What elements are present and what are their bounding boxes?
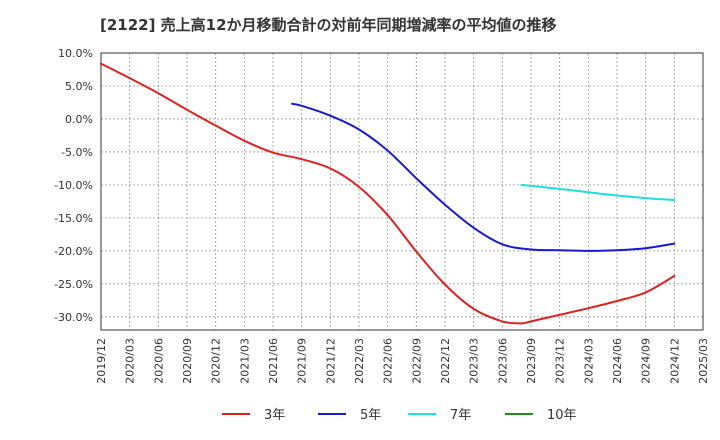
legend: 3年 5年 7年 10年 (222, 408, 577, 423)
x-tick-label: 2025/03 (697, 338, 710, 384)
x-tick-label: 2023/03 (468, 338, 481, 384)
x-tick-label: 2020/12 (210, 338, 223, 384)
x-tick-label: 2024/06 (611, 338, 624, 384)
y-tick-label: -30.0% (54, 311, 93, 324)
series-line-2 (291, 102, 676, 252)
x-tick-label: 2023/06 (496, 338, 509, 384)
x-tick-label: 2021/09 (296, 338, 309, 384)
x-tick-label: 2023/12 (554, 338, 567, 384)
x-tick-label: 2019/12 (95, 338, 108, 384)
series-line-3 (520, 183, 676, 202)
x-tick-label: 2020/03 (124, 338, 137, 384)
y-tick-label: -5.0% (61, 146, 93, 159)
legend-label: 7年 (450, 408, 471, 423)
series-lines (100, 62, 676, 325)
y-tick-label: -10.0% (54, 179, 93, 192)
x-tick-label: 2023/09 (525, 338, 538, 384)
x-tick-label: 2021/06 (267, 338, 280, 384)
x-tick-label: 2022/12 (439, 338, 452, 384)
x-tick-label: 2022/06 (382, 338, 395, 384)
chart-title: [2122] 売上高12か月移動合計の対前年同期増減率の平均値の推移 (100, 16, 557, 34)
legend-label: 3年 (264, 408, 285, 423)
legend-label: 10年 (547, 408, 577, 423)
x-tick-label: 2024/09 (640, 338, 653, 384)
x-tick-label: 2022/09 (410, 338, 423, 384)
x-tick-label: 2020/09 (181, 338, 194, 384)
legend-label: 5年 (360, 408, 381, 423)
y-tick-label: -15.0% (54, 212, 93, 225)
x-tick-label: 2021/12 (324, 338, 337, 384)
y-tick-label: 5.0% (65, 80, 93, 93)
y-tick-label: 10.0% (58, 47, 93, 60)
series-line-1 (100, 62, 676, 325)
axes: 10.0% 5.0% 0.0% -5.0% -10.0% -15.0% -20.0% -25.… (54, 47, 710, 384)
x-tick-label: 2020/06 (152, 338, 165, 384)
x-tick-label: 2024/12 (668, 338, 681, 384)
x-tick-label: 2021/03 (238, 338, 251, 384)
x-tick-label: 2022/03 (353, 338, 366, 384)
y-tick-label: -20.0% (54, 245, 93, 258)
y-tick-label: -25.0% (54, 278, 93, 291)
grid (100, 52, 704, 330)
y-tick-label: 0.0% (65, 113, 93, 126)
x-tick-label: 2024/03 (582, 338, 595, 384)
plot-border (100, 52, 704, 331)
